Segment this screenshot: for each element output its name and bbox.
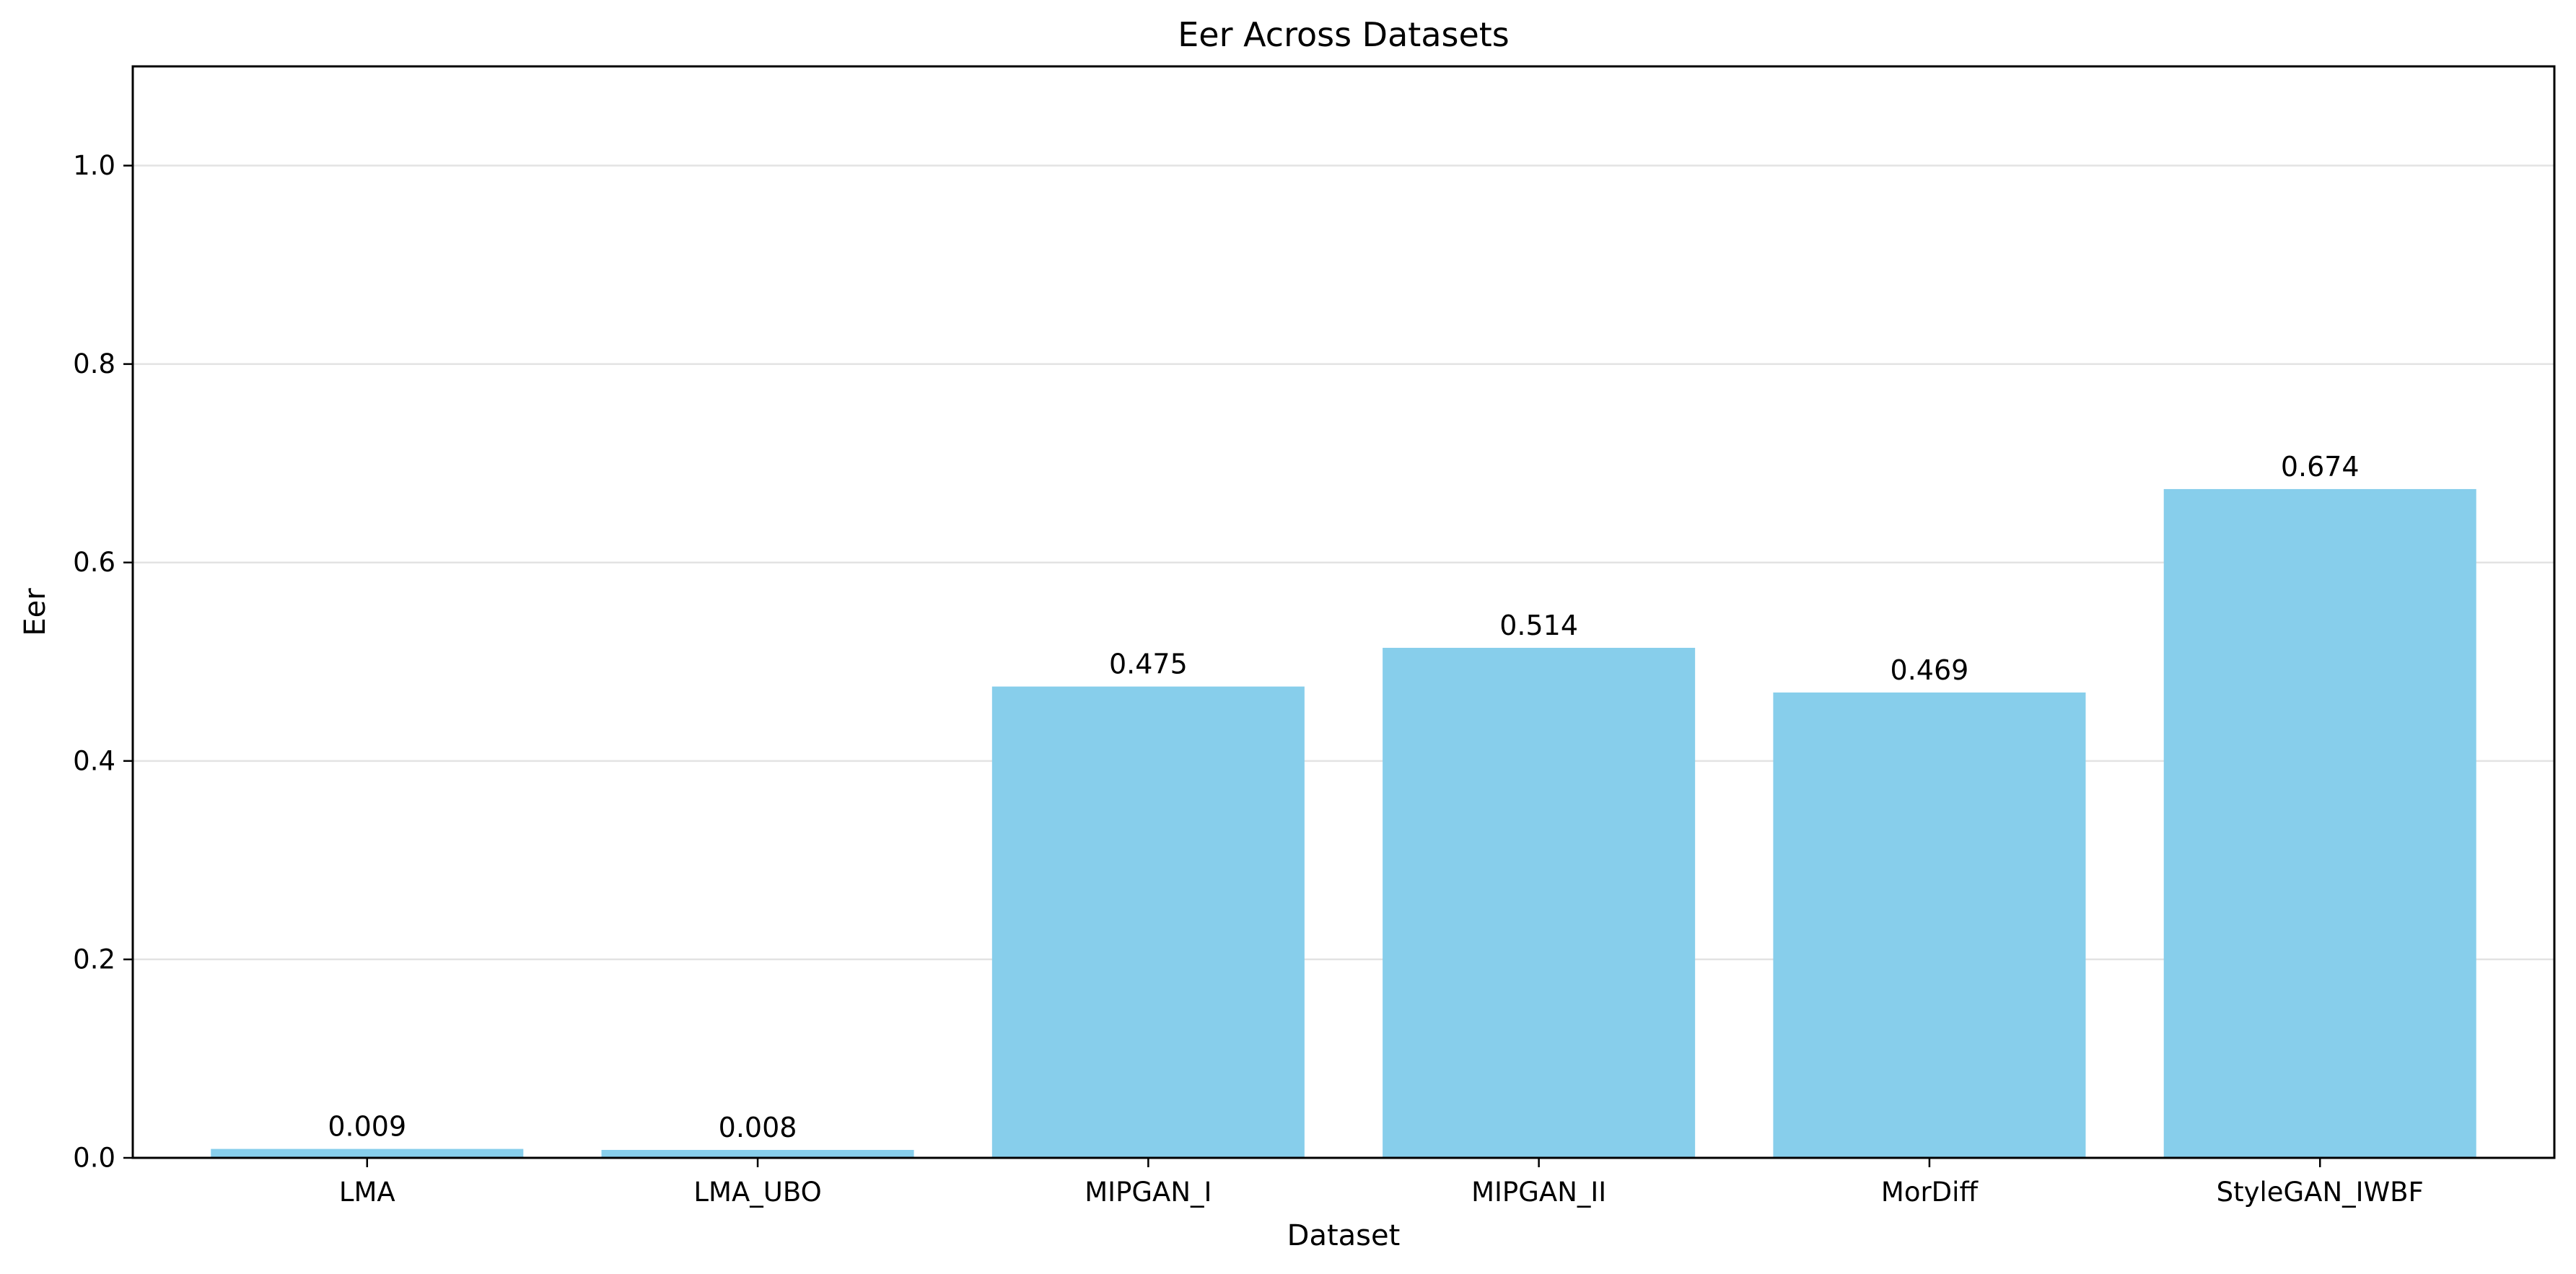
bar-value-label: 0.514 [1499,610,1578,641]
bars [211,488,2476,1158]
y-axis-title: Eer [19,588,52,636]
y-tick-label: 0.0 [73,1143,115,1174]
bar [2163,488,2476,1158]
bar-value-label: 0.009 [328,1111,406,1143]
bar [1773,692,2086,1158]
plot-frame [131,65,2556,1159]
x-tick-label: MIPGAN_II [1471,1177,1606,1208]
bar [211,1148,524,1158]
bar [1383,648,1696,1158]
chart-title: Eer Across Datasets [1178,15,1510,54]
x-axis: LMA LMA_UBO MIPGAN_I MIPGAN_II MorDiff StyleG… [339,1158,2424,1208]
x-tick-label: MIPGAN_I [1085,1177,1212,1208]
y-tick-label: 0.2 [73,944,115,975]
y-tick-label: 0.8 [73,348,115,379]
bar [991,686,1305,1158]
bar-value-label: 0.475 [1109,649,1188,680]
data-labels: 0.009 0.008 0.475 0.514 0.469 0.674 [328,451,2359,1143]
bar-value-label: 0.674 [2281,451,2360,483]
x-tick-label: LMA_UBO [693,1177,821,1208]
y-tick-label: 0.4 [73,745,115,776]
y-tick-label: 0.6 [73,547,115,578]
x-tick-label: LMA [339,1177,395,1208]
x-axis-title: Dataset [1287,1219,1401,1252]
bar-value-label: 0.469 [1891,654,1969,686]
y-axis: 0.0 0.2 0.4 0.6 0.8 1.0 [73,150,133,1174]
y-tick-label: 1.0 [73,150,115,181]
bar-value-label: 0.008 [719,1112,797,1143]
x-tick-label: StyleGAN_IWBF [2217,1177,2424,1208]
bar [601,1149,914,1158]
x-tick-label: MorDiff [1881,1177,1979,1208]
